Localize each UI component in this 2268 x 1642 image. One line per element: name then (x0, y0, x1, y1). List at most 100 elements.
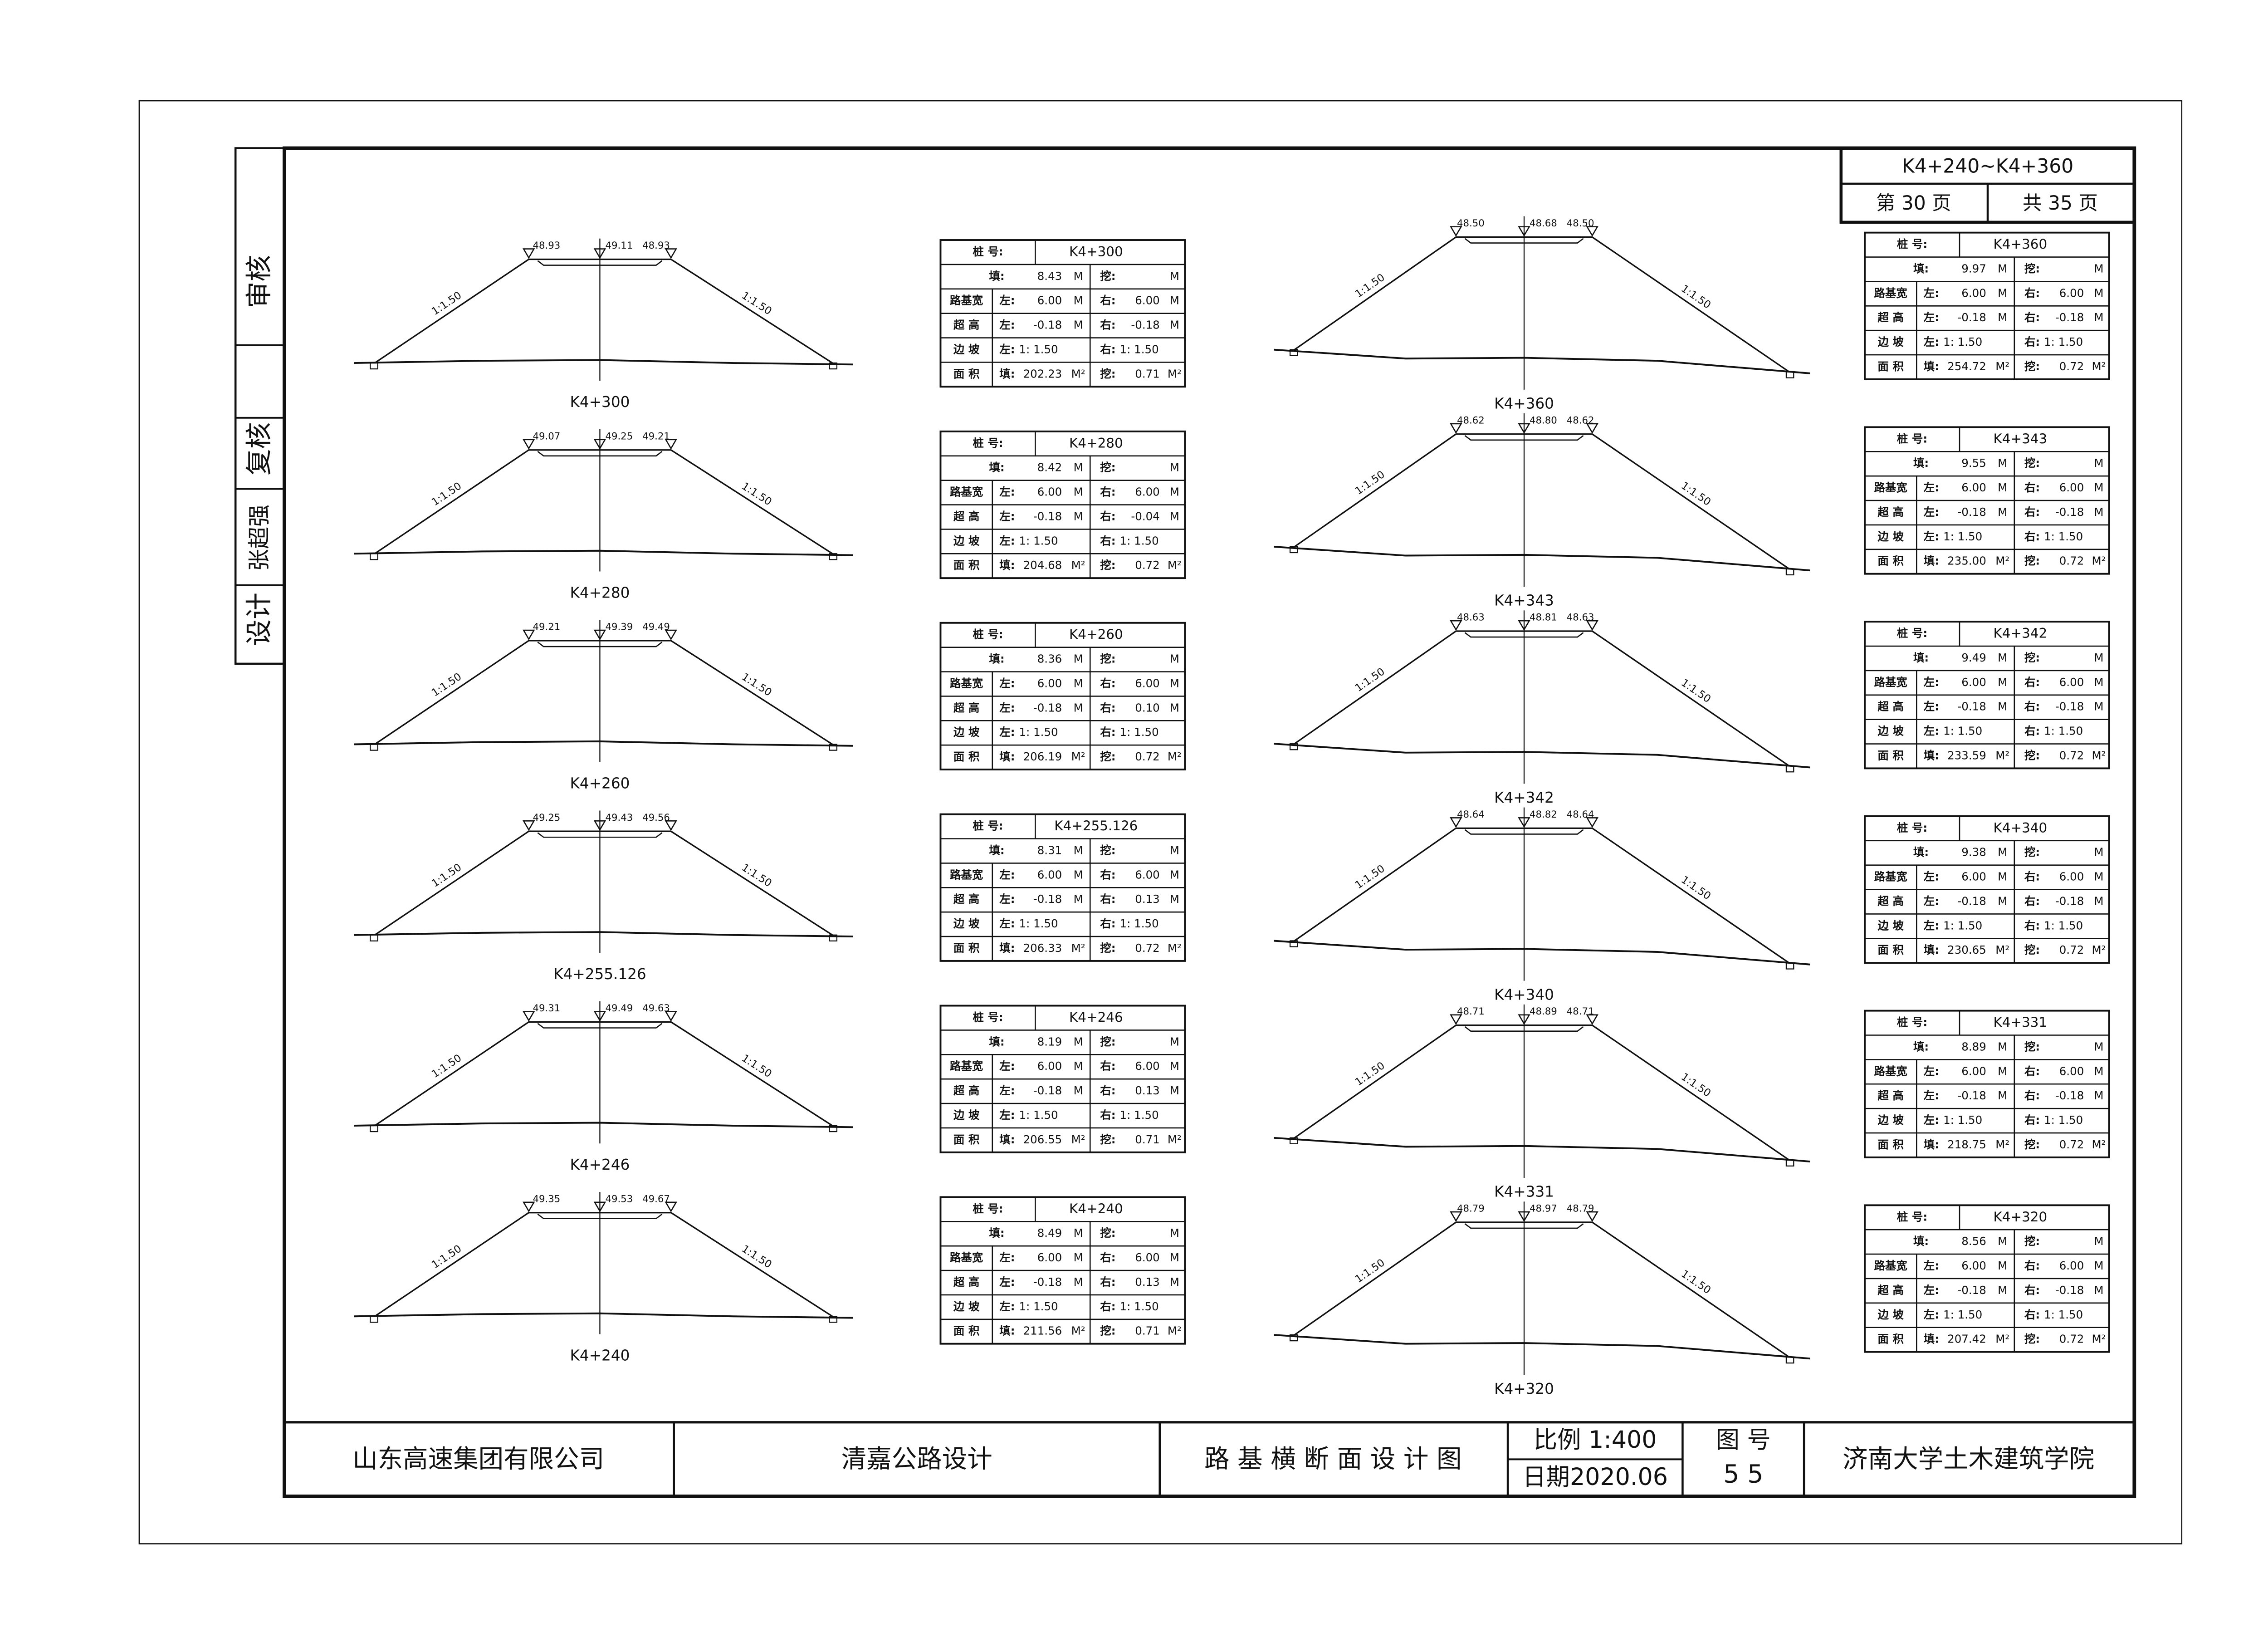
slope-label: 1:1.50 (1353, 272, 1387, 300)
scale: 比例 1:400 (1534, 1426, 1657, 1454)
elevation-marker (1518, 1211, 1530, 1222)
station-value: K4+255.126 (1054, 818, 1138, 833)
elevation: 48.93 (533, 240, 561, 251)
unit: M² (1995, 749, 2009, 762)
station-value: K4+331 (1994, 1015, 2048, 1030)
unit: M (1170, 1059, 1179, 1073)
elevation: 48.79 (1567, 1203, 1594, 1215)
slope-label: 1:1.50 (430, 1052, 464, 1080)
table-label: 超 高 (1877, 894, 1903, 907)
slope-label: 1:1.50 (1679, 480, 1713, 508)
table-label: 路基宽 (950, 294, 983, 307)
table-label: 桩 号: (973, 819, 1003, 833)
elevation: 48.71 (1457, 1006, 1485, 1017)
cross-section: 49.21 49.39 49.49 1:1.50 1:1.50 K4+260 (354, 620, 853, 792)
elevation: 49.56 (642, 812, 670, 823)
station-value: K4+340 (1994, 820, 2048, 835)
slope-label: 1:1.50 (1679, 1071, 1713, 1099)
elevation-marker (665, 820, 677, 831)
cross-section: 48.63 48.81 48.63 1:1.50 1:1.50 K4+342 (1274, 610, 1810, 806)
slope-label: 1:1.50 (430, 480, 464, 508)
unit: M (1170, 319, 1179, 332)
table-label: 右: (1100, 1300, 1115, 1313)
slope-foot (1785, 1356, 1794, 1364)
table-label: 桩 号: (1897, 432, 1927, 445)
fill-value: 9.97 (1961, 262, 1986, 275)
table-value: 1: 1.50 (1943, 1113, 1982, 1127)
unit: M (1170, 1226, 1179, 1240)
table-label: 桩 号: (973, 436, 1003, 450)
table-label: 面 积 (1877, 1138, 1904, 1151)
table-label: 左: (1924, 481, 1939, 494)
unit: M (1170, 1035, 1179, 1048)
table-label: 右: (2024, 530, 2040, 543)
unit: M (1998, 481, 2007, 494)
table-label: 路基宽 (950, 485, 983, 499)
design-label: 设计 (243, 593, 274, 646)
table-value: 1: 1.50 (2044, 1113, 2083, 1127)
elevation-marker (1450, 423, 1462, 434)
table-label: 右: (1100, 1251, 1115, 1264)
table-value: 0.72 (2059, 943, 2084, 956)
slope-label: 1:1.50 (430, 862, 464, 890)
table-label: 填: (999, 1133, 1015, 1146)
table-label: 左: (999, 1084, 1015, 1097)
elevation: 49.49 (606, 1003, 633, 1014)
table-label: 路基宽 (1874, 676, 1907, 689)
slope-label: 1:1.50 (1679, 1268, 1713, 1297)
table-value: 233.59 (1947, 749, 1986, 762)
unit: M (2094, 651, 2103, 664)
elevation: 48.82 (1530, 809, 1557, 820)
slope-label: 1:1.50 (1353, 469, 1387, 497)
unit: M² (1071, 367, 1085, 380)
unit: M² (2092, 943, 2106, 956)
ground-line (354, 740, 853, 747)
unit: M (2094, 1259, 2103, 1272)
slope-foot (1289, 743, 1298, 750)
drawing-title: 路 基 横 断 面 设 计 图 (1204, 1445, 1462, 1474)
elevation-marker (665, 248, 677, 259)
unit: M (2094, 676, 2103, 689)
slope-label: 1:1.50 (1353, 863, 1387, 891)
table-value: -0.18 (1033, 1084, 1062, 1097)
table-value: 6.00 (1961, 481, 1986, 494)
table-label: 右: (2024, 311, 2040, 324)
table-label: 面 积 (953, 1133, 980, 1146)
elevation: 48.62 (1567, 415, 1594, 426)
unit: M² (2092, 1138, 2106, 1151)
table-label: 挖: (1100, 652, 1115, 666)
unit: M (1170, 1084, 1179, 1097)
table-label: 左: (999, 319, 1015, 332)
table-value: -0.18 (1957, 700, 1986, 713)
unit: M (1998, 1064, 2007, 1078)
elevation-marker (593, 1011, 606, 1022)
elevation: 49.39 (606, 622, 633, 633)
station-label: K4+340 (1494, 986, 1554, 1003)
table-label: 边 坡 (1877, 530, 1904, 543)
table-label: 右: (1100, 1084, 1115, 1097)
slope-foot (1785, 371, 1794, 378)
table-label: 填: (1913, 1235, 1929, 1248)
table-value: -0.18 (2055, 505, 2084, 519)
table-label: 左: (1924, 1089, 1939, 1102)
table-label: 左: (1924, 919, 1939, 932)
cross-section: 49.31 49.49 49.63 1:1.50 1:1.50 K4+246 (354, 1001, 853, 1173)
slope-label: 1:1.50 (430, 671, 464, 699)
table-label: 填: (989, 270, 1004, 283)
slope-label: 1:1.50 (1353, 666, 1387, 694)
fill-value: 8.31 (1037, 843, 1062, 857)
slope-label: 1:1.50 (739, 1243, 774, 1270)
slope-foot (370, 362, 378, 370)
table-label: 挖: (2024, 846, 2040, 859)
embankment (1294, 236, 1790, 373)
unit: M² (1995, 360, 2009, 373)
unit: M² (2092, 1333, 2106, 1346)
table-label: 右: (1100, 294, 1115, 307)
table-value: 1: 1.50 (1943, 725, 1982, 738)
elevation: 48.97 (1530, 1203, 1557, 1215)
table-label: 超 高 (1877, 1089, 1903, 1102)
unit: M (1074, 843, 1083, 857)
table-label: 填: (1913, 846, 1929, 859)
